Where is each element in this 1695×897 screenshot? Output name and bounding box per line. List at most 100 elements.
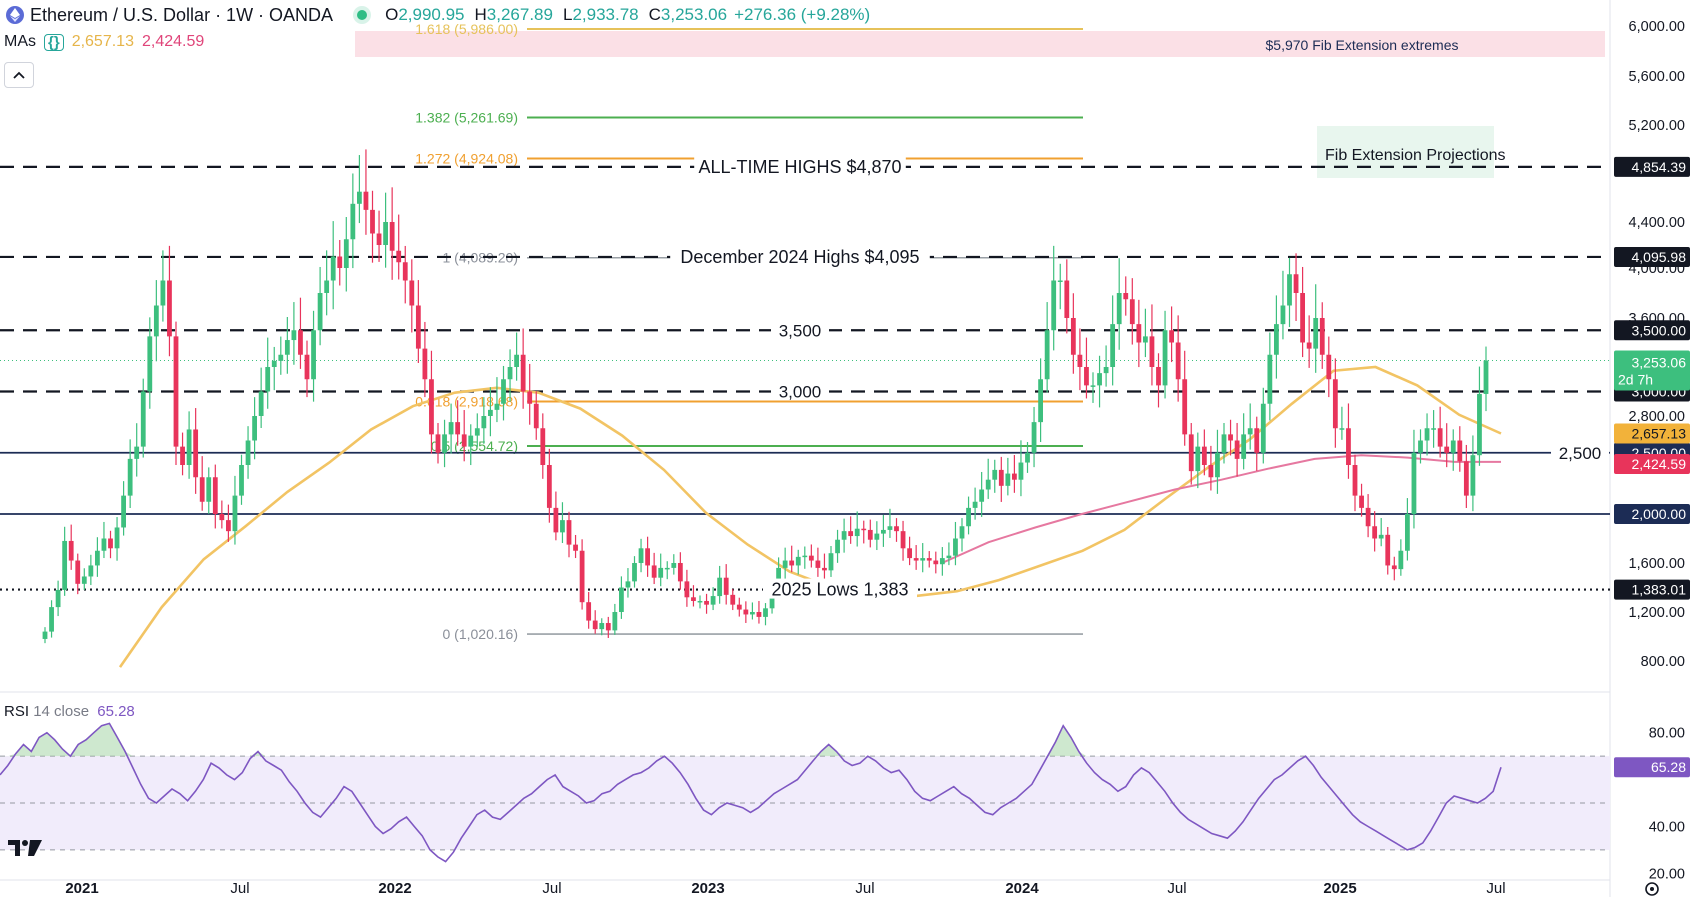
ma200-line[interactable]	[941, 454, 1501, 564]
candle[interactable]	[488, 409, 493, 416]
candle[interactable]	[560, 520, 565, 533]
candle[interactable]	[1326, 354, 1332, 380]
candle[interactable]	[101, 538, 107, 551]
candle[interactable]	[1378, 534, 1384, 539]
candle[interactable]	[592, 620, 598, 630]
candle[interactable]	[429, 379, 434, 435]
symbol-title[interactable]: Ethereum / U.S. Dollar · 1W · OANDA	[30, 4, 334, 25]
candle[interactable]	[1175, 342, 1181, 380]
candle[interactable]	[108, 538, 113, 549]
candle[interactable]	[1313, 318, 1319, 349]
candle[interactable]	[206, 477, 212, 502]
candle[interactable]	[389, 222, 395, 251]
candle[interactable]	[147, 336, 153, 392]
candle[interactable]	[1483, 360, 1489, 394]
candle[interactable]	[363, 191, 369, 210]
candle[interactable]	[114, 527, 120, 549]
candle[interactable]	[1247, 428, 1253, 435]
candle[interactable]	[540, 428, 546, 465]
candle[interactable]	[1182, 379, 1188, 435]
candle[interactable]	[1254, 428, 1260, 453]
candle[interactable]	[1169, 330, 1174, 343]
candle[interactable]	[186, 429, 192, 465]
candle[interactable]	[854, 528, 860, 537]
candle[interactable]	[828, 553, 834, 571]
tradingview-logo[interactable]	[8, 838, 44, 858]
candle[interactable]	[822, 567, 827, 571]
candle[interactable]	[448, 422, 454, 435]
candle[interactable]	[127, 458, 133, 496]
candle[interactable]	[226, 520, 231, 532]
candle[interactable]	[1319, 318, 1325, 355]
candle[interactable]	[861, 528, 867, 531]
candle[interactable]	[1280, 305, 1286, 325]
candle[interactable]	[704, 600, 709, 605]
candle[interactable]	[245, 440, 251, 466]
candle[interactable]	[782, 560, 788, 568]
candle[interactable]	[913, 558, 919, 561]
candle[interactable]	[1398, 550, 1404, 570]
candle[interactable]	[324, 280, 330, 294]
candle[interactable]	[1162, 330, 1168, 386]
candle[interactable]	[1332, 379, 1338, 429]
candle[interactable]	[1365, 507, 1371, 527]
candle[interactable]	[1090, 385, 1096, 387]
candle[interactable]	[998, 469, 1004, 486]
candle[interactable]	[514, 354, 519, 367]
candle[interactable]	[271, 360, 277, 367]
candle[interactable]	[841, 531, 847, 540]
candle[interactable]	[173, 336, 179, 447]
candle[interactable]	[573, 544, 578, 551]
candle[interactable]	[337, 256, 343, 269]
candle[interactable]	[1306, 342, 1312, 349]
candle[interactable]	[697, 600, 703, 603]
candle[interactable]	[415, 305, 421, 349]
candle[interactable]	[874, 533, 880, 540]
candle[interactable]	[795, 556, 801, 566]
candle[interactable]	[121, 495, 126, 528]
candle[interactable]	[1470, 455, 1476, 496]
candle[interactable]	[1228, 434, 1233, 441]
candle[interactable]	[1129, 299, 1135, 325]
candle[interactable]	[1221, 434, 1227, 453]
candle[interactable]	[258, 391, 264, 417]
candle[interactable]	[985, 479, 991, 490]
candle[interactable]	[586, 602, 592, 621]
candle[interactable]	[1136, 324, 1142, 343]
candle[interactable]	[1391, 565, 1397, 570]
candle[interactable]	[199, 477, 205, 502]
candle[interactable]	[907, 548, 912, 559]
collapse-legend-button[interactable]	[4, 62, 34, 88]
fib-extension-zone[interactable]	[355, 31, 1605, 57]
candle[interactable]	[612, 612, 618, 631]
price-axis-tag[interactable]: 2,657.13	[1614, 423, 1690, 444]
candle[interactable]	[992, 469, 998, 480]
candle[interactable]	[1372, 526, 1378, 539]
candle[interactable]	[350, 203, 356, 240]
candle[interactable]	[1012, 473, 1017, 480]
candle[interactable]	[546, 465, 552, 508]
candle[interactable]	[1201, 446, 1207, 465]
candle[interactable]	[1359, 495, 1364, 508]
candle[interactable]	[979, 489, 985, 502]
candle[interactable]	[1110, 324, 1116, 367]
candle[interactable]	[1300, 293, 1305, 343]
candle[interactable]	[867, 529, 873, 540]
candle[interactable]	[180, 446, 185, 465]
candle[interactable]	[605, 623, 611, 631]
candle[interactable]	[239, 465, 244, 496]
candle[interactable]	[1195, 446, 1201, 472]
candle[interactable]	[284, 340, 290, 355]
candle[interactable]	[167, 280, 172, 337]
candle[interactable]	[1188, 434, 1194, 472]
candle[interactable]	[317, 293, 323, 331]
candle[interactable]	[278, 354, 284, 361]
candle[interactable]	[409, 280, 415, 306]
candle[interactable]	[1267, 354, 1273, 404]
candle[interactable]	[1097, 373, 1102, 386]
candle[interactable]	[835, 539, 840, 554]
candle[interactable]	[619, 587, 624, 613]
candle[interactable]	[632, 563, 637, 582]
candle[interactable]	[1215, 452, 1220, 478]
